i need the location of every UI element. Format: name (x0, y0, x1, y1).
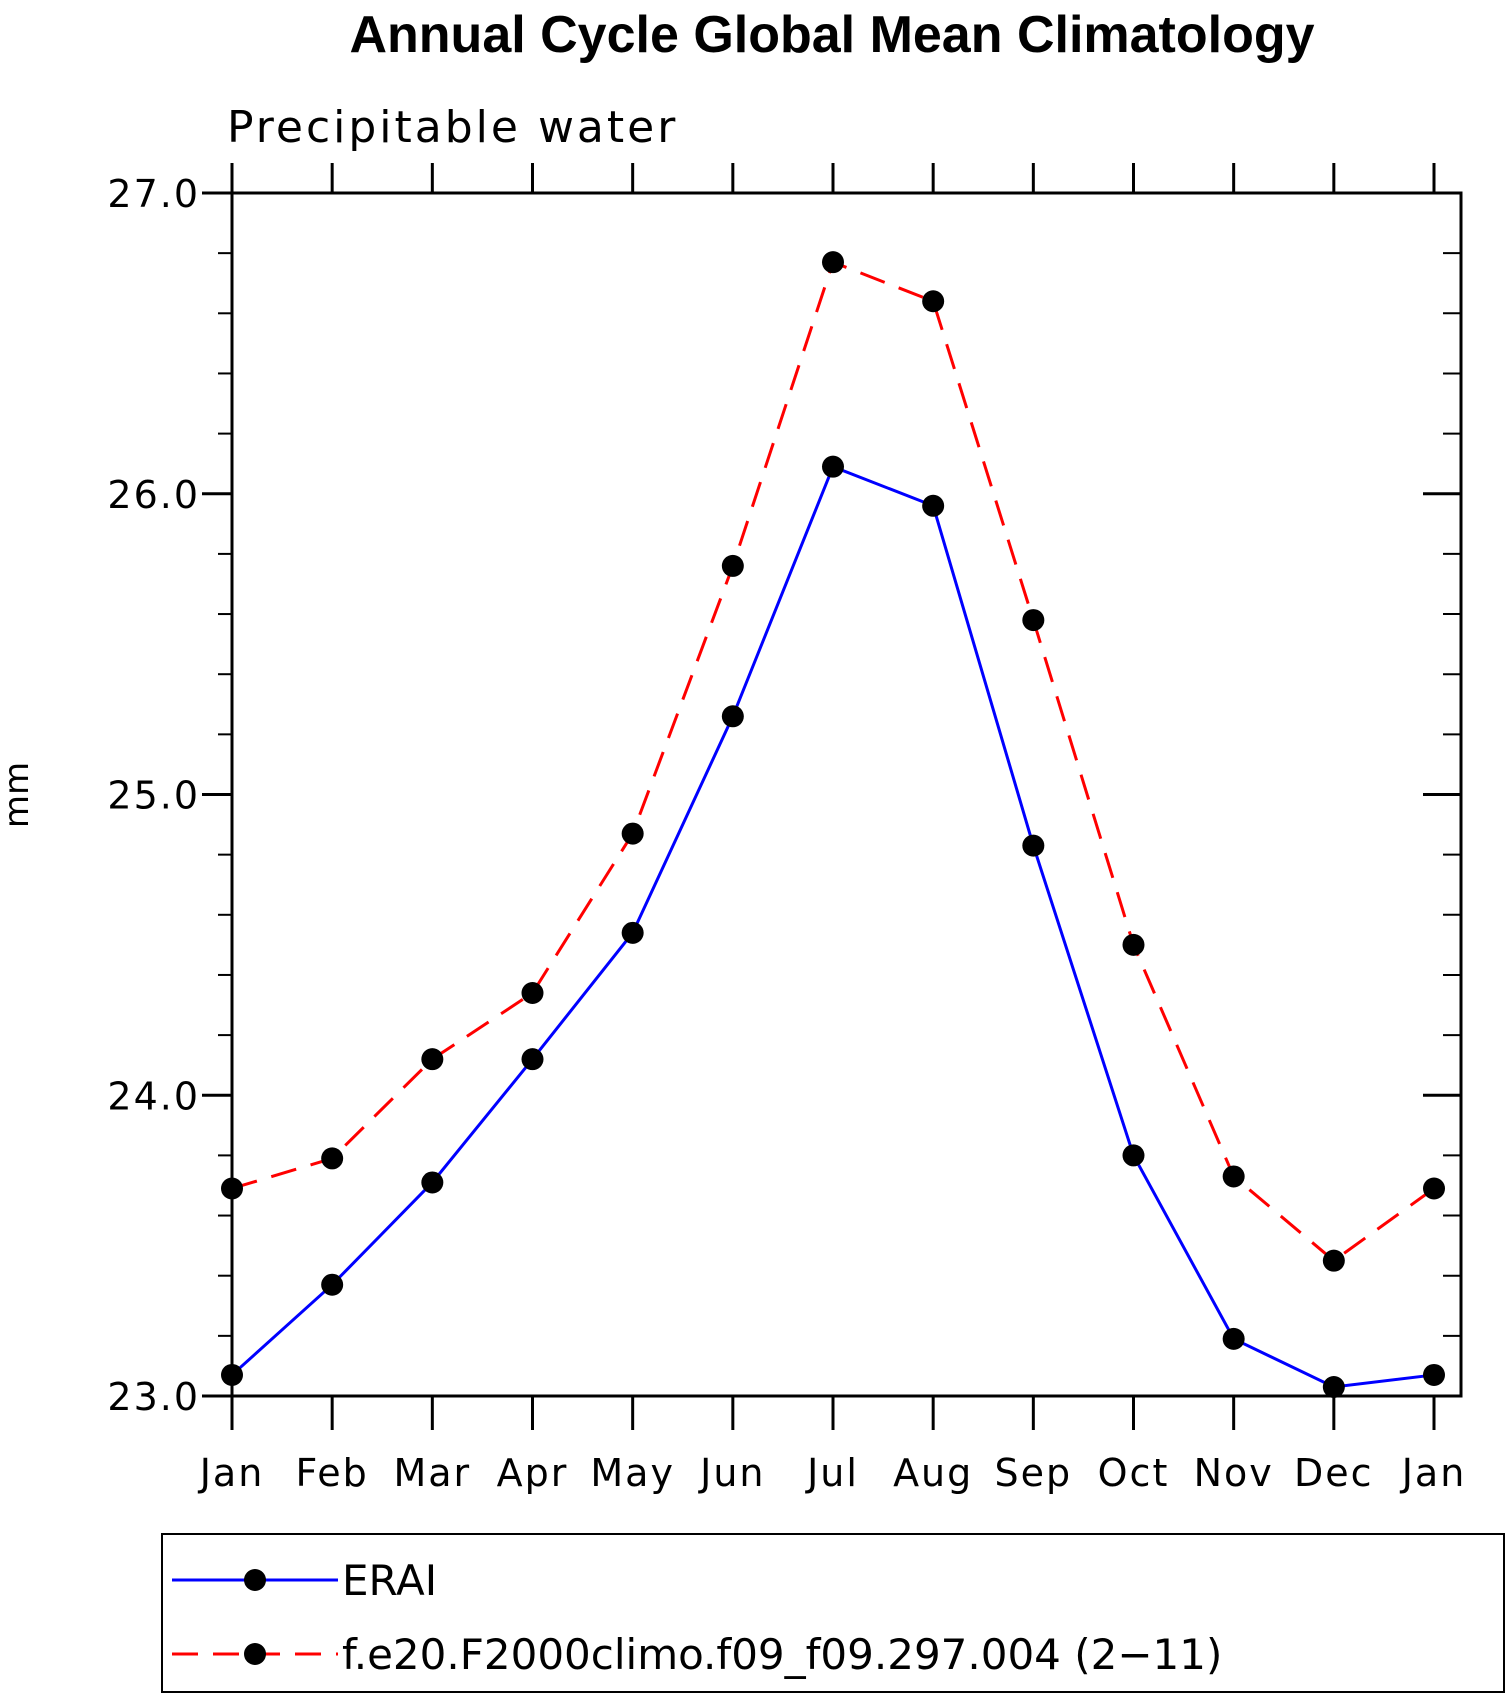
legend-marker-1 (244, 1643, 266, 1665)
y-tick-labels: 23.0 24.0 25.0 26.0 27.0 (107, 172, 200, 1419)
x-tick-label: Jun (698, 1451, 765, 1495)
legend-label-1: f.e20.F2000climo.f09_f09.297.004 (2−11) (342, 1630, 1222, 1679)
x-tick-label: May (590, 1451, 675, 1495)
y-tick-label: 24.0 (107, 1074, 200, 1118)
y-tick-label: 25.0 (107, 774, 200, 818)
series-1-point (721, 554, 744, 577)
series-0-point (421, 1171, 444, 1194)
y-tick-label: 26.0 (107, 473, 200, 517)
x-tick-label: Apr (497, 1451, 569, 1495)
series-1-point (1423, 1177, 1445, 1200)
x-tick-label: Mar (393, 1451, 471, 1495)
series-0-point (1322, 1375, 1345, 1398)
y-tick-label: 23.0 (107, 1375, 200, 1419)
x-tick-label: Dec (1294, 1451, 1374, 1495)
x-tick-label: Nov (1194, 1451, 1274, 1495)
series-1-point (1222, 1165, 1245, 1188)
chart-title: Annual Cycle Global Mean Climatology (349, 6, 1314, 64)
y-tick-label: 27.0 (107, 172, 200, 216)
x-tick-labels: Jan Feb Mar Apr May Jun Jul Aug Sep Oct Nov Dec Jan (198, 1451, 1467, 1495)
x-tick-label: Aug (893, 1451, 973, 1495)
series-0-point (321, 1273, 344, 1296)
series-1-point (321, 1147, 344, 1170)
series-line-1 (231, 260, 1435, 1263)
series-0-point (1423, 1363, 1445, 1386)
series-0-point (1022, 834, 1045, 857)
series-0-point (721, 705, 744, 728)
plot-frame (230, 191, 1463, 1398)
series-1-point (1322, 1249, 1345, 1272)
x-tick-label: Jul (805, 1451, 859, 1495)
series-line-0 (230, 464, 1435, 1389)
series-1-point (221, 1177, 243, 1200)
series-1-point (421, 1048, 444, 1071)
series-0-point (221, 1363, 243, 1386)
x-tick-label: Sep (995, 1451, 1073, 1495)
legend-entries: ERAI f.e20.F2000climo.f09_f09.297.004 (2−… (172, 1556, 1222, 1679)
legend-label-0: ERAI (342, 1556, 437, 1605)
series-0-point (1122, 1144, 1145, 1167)
series-1-point (822, 251, 844, 274)
series-0-point (822, 455, 844, 478)
x-tick-label: Jan (1400, 1451, 1467, 1495)
series-1-point (521, 981, 544, 1004)
series-0-point (1222, 1327, 1245, 1350)
series-1-point (922, 290, 945, 313)
axis-ticks (202, 163, 1461, 1430)
x-tick-label: Feb (296, 1451, 369, 1495)
chart-subtitle: Precipitable water (227, 102, 678, 153)
series-1-point (1022, 609, 1045, 632)
series-layer (221, 251, 1445, 1398)
y-axis-label: mm (0, 762, 37, 828)
series-0-point (621, 921, 644, 944)
series-1-point (1122, 933, 1145, 956)
x-tick-label: Jan (198, 1451, 265, 1495)
series-0-point (922, 494, 945, 517)
series-0-point (521, 1048, 544, 1071)
legend-box (161, 1533, 1505, 1693)
legend-marker-0 (244, 1569, 266, 1591)
x-tick-label: Oct (1098, 1451, 1170, 1495)
legend: ERAI f.e20.F2000climo.f09_f09.297.004 (2−… (161, 1533, 1505, 1693)
series-1-point (621, 822, 644, 845)
